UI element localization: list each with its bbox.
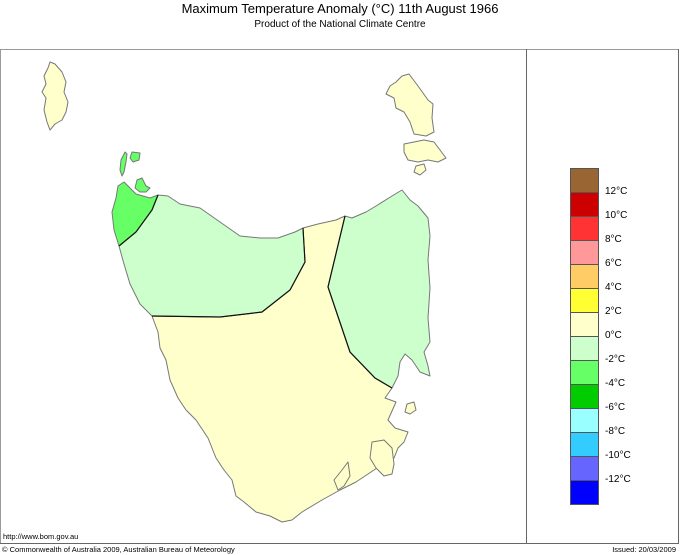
tasmania-map <box>41 61 447 523</box>
legend-swatch <box>570 216 599 240</box>
legend-label: 4°C <box>605 282 622 293</box>
contour-ne <box>327 215 393 389</box>
legend-label: -12°C <box>605 474 631 485</box>
king-island <box>41 61 69 131</box>
map-title: Maximum Temperature Anomaly (°C) 11th Au… <box>181 1 499 16</box>
legend-swatch <box>570 192 599 216</box>
copyright-notice: © Commonwealth of Australia 2009, Austra… <box>2 545 235 554</box>
color-legend <box>570 168 599 505</box>
maria-island <box>404 401 417 415</box>
legend-label: -6°C <box>605 402 626 413</box>
legend-label: -4°C <box>605 378 626 389</box>
contour-nw <box>151 227 306 318</box>
legend-label: 6°C <box>605 258 622 269</box>
legend-label: 12°C <box>605 186 628 197</box>
legend-label: 0°C <box>605 330 622 341</box>
hunter-island <box>119 151 128 177</box>
legend-label: -8°C <box>605 426 626 437</box>
legend-label: -10°C <box>605 450 631 461</box>
flinders-island <box>385 73 435 137</box>
frame-border-bottom <box>0 543 679 544</box>
legend-swatch <box>570 384 599 408</box>
legend-swatch <box>570 336 599 360</box>
legend-swatch <box>570 264 599 288</box>
legend-swatch <box>570 408 599 432</box>
issued-date: Issued: 20/03/2009 <box>612 545 676 554</box>
three-hummock-island <box>129 151 141 163</box>
zone-central-south <box>151 215 409 523</box>
robbins-island <box>134 177 151 193</box>
frame-border-left <box>0 49 1 544</box>
legend-swatch <box>570 168 599 192</box>
legend-label: 2°C <box>605 306 622 317</box>
bruny-island <box>333 461 351 491</box>
source-url: http://www.bom.gov.au <box>3 532 79 541</box>
legend-swatch <box>570 456 599 480</box>
clarke-island <box>413 163 427 176</box>
legend-swatch <box>570 480 599 505</box>
legend-swatch <box>570 312 599 336</box>
frame-divider <box>526 49 527 544</box>
legend-swatch <box>570 240 599 264</box>
legend-label: -2°C <box>605 354 626 365</box>
zone-north-east <box>327 189 431 389</box>
tasman-peninsula <box>369 439 395 477</box>
legend-label: 10°C <box>605 210 628 221</box>
legend-label: 8°C <box>605 234 622 245</box>
legend-swatch <box>570 288 599 312</box>
contour-nw-tip <box>118 194 159 247</box>
cape-barren-island <box>403 139 447 163</box>
map-subtitle: Product of the National Climate Centre <box>254 19 426 30</box>
frame-border-right <box>678 49 679 544</box>
legend-swatch <box>570 360 599 384</box>
zone-north-west <box>118 194 306 318</box>
legend-swatch <box>570 432 599 456</box>
frame-border-top <box>0 49 679 50</box>
